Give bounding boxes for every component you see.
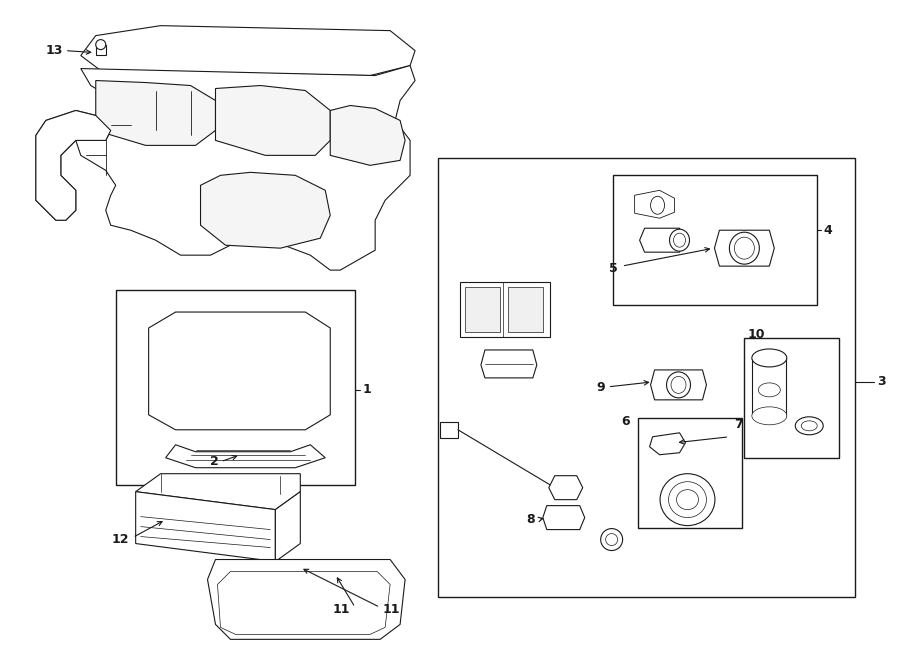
Polygon shape bbox=[215, 85, 330, 155]
Circle shape bbox=[166, 340, 226, 400]
Text: 5: 5 bbox=[609, 262, 617, 274]
Ellipse shape bbox=[600, 529, 623, 551]
Polygon shape bbox=[218, 572, 390, 635]
Ellipse shape bbox=[670, 229, 689, 251]
Text: 2: 2 bbox=[210, 455, 219, 468]
Ellipse shape bbox=[660, 474, 715, 525]
Text: 6: 6 bbox=[621, 415, 630, 428]
Ellipse shape bbox=[734, 237, 754, 259]
Polygon shape bbox=[715, 230, 774, 266]
Polygon shape bbox=[640, 228, 685, 252]
Ellipse shape bbox=[677, 490, 698, 510]
Ellipse shape bbox=[667, 372, 690, 398]
Polygon shape bbox=[95, 81, 215, 145]
Ellipse shape bbox=[801, 421, 817, 431]
Polygon shape bbox=[543, 506, 585, 529]
Bar bbox=[613, 175, 817, 305]
Text: 4: 4 bbox=[824, 223, 832, 237]
Text: 11: 11 bbox=[333, 603, 350, 616]
Polygon shape bbox=[201, 173, 330, 248]
Ellipse shape bbox=[752, 407, 787, 425]
Text: 10: 10 bbox=[747, 329, 765, 342]
Bar bbox=[460, 282, 550, 337]
Ellipse shape bbox=[673, 233, 686, 247]
Text: 13: 13 bbox=[45, 44, 63, 57]
Polygon shape bbox=[752, 358, 787, 416]
Circle shape bbox=[95, 40, 105, 50]
Text: 7: 7 bbox=[734, 418, 743, 431]
Text: 1: 1 bbox=[362, 383, 371, 397]
Polygon shape bbox=[166, 445, 325, 468]
Polygon shape bbox=[549, 476, 582, 500]
Polygon shape bbox=[136, 474, 301, 510]
Bar bbox=[116, 290, 356, 485]
Text: 9: 9 bbox=[596, 381, 605, 395]
Circle shape bbox=[242, 332, 319, 408]
Ellipse shape bbox=[729, 232, 760, 264]
Ellipse shape bbox=[759, 383, 780, 397]
Text: 11: 11 bbox=[382, 603, 400, 616]
Polygon shape bbox=[440, 422, 458, 438]
Polygon shape bbox=[148, 312, 330, 430]
Polygon shape bbox=[208, 559, 405, 639]
Ellipse shape bbox=[671, 376, 686, 393]
Polygon shape bbox=[36, 110, 111, 220]
Ellipse shape bbox=[606, 533, 617, 545]
Circle shape bbox=[158, 332, 233, 408]
Polygon shape bbox=[95, 44, 105, 55]
Bar bbox=[637, 418, 742, 527]
Polygon shape bbox=[36, 110, 111, 220]
Ellipse shape bbox=[669, 482, 707, 518]
Polygon shape bbox=[651, 370, 706, 400]
Bar bbox=[508, 287, 543, 332]
Ellipse shape bbox=[796, 417, 824, 435]
Polygon shape bbox=[650, 433, 686, 455]
Polygon shape bbox=[330, 106, 405, 165]
Text: 3: 3 bbox=[878, 375, 886, 389]
Polygon shape bbox=[81, 26, 415, 75]
Polygon shape bbox=[634, 190, 674, 218]
Text: 8: 8 bbox=[526, 513, 535, 526]
Bar bbox=[438, 159, 855, 598]
Polygon shape bbox=[136, 492, 275, 561]
Ellipse shape bbox=[752, 349, 787, 367]
Bar bbox=[744, 338, 839, 457]
Circle shape bbox=[250, 340, 310, 400]
Bar bbox=[465, 287, 500, 332]
Polygon shape bbox=[275, 492, 301, 561]
Polygon shape bbox=[76, 65, 415, 270]
Ellipse shape bbox=[651, 196, 664, 214]
Polygon shape bbox=[481, 350, 536, 378]
Text: 12: 12 bbox=[112, 533, 129, 546]
